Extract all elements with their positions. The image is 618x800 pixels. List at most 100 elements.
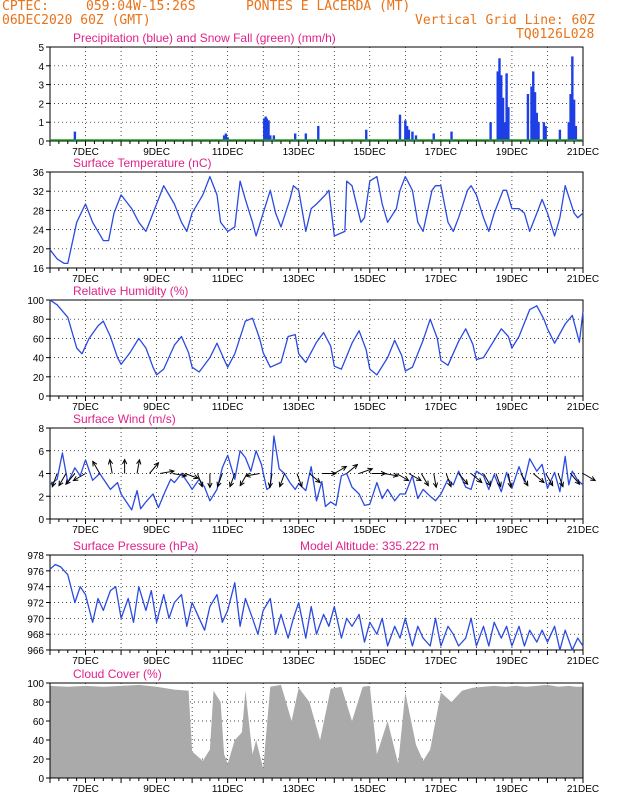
wind-arrow-head: [267, 482, 273, 489]
y-tick-label: 36: [33, 168, 45, 179]
precip-bar: [265, 118, 268, 141]
precip-bar: [567, 122, 570, 141]
wind-arrow: [149, 462, 159, 474]
x-tick-label: 21DEC: [567, 656, 599, 667]
precip-bar: [73, 131, 77, 141]
panel-frame: [49, 171, 584, 269]
y-tick-label: 974: [27, 583, 44, 594]
series-line: [49, 563, 584, 651]
y-tick-label: 972: [27, 599, 44, 610]
x-tick-label: 7DEC: [72, 402, 99, 413]
wind-arrow-head: [574, 479, 581, 486]
wind-arrow: [217, 473, 223, 487]
y-tick-label: 80: [33, 315, 45, 326]
x-tick-label: 13DEC: [283, 525, 315, 536]
wind-arrow-head: [476, 477, 483, 484]
y-tick-label: 40: [33, 354, 45, 365]
wind-arrow: [545, 473, 554, 486]
wind-arrow-head: [496, 481, 502, 488]
precip-bar: [293, 133, 297, 141]
wind-arrow-head: [447, 481, 452, 488]
precip-bar: [558, 129, 562, 141]
wind-arrow: [160, 470, 175, 474]
y-tick-label: 100: [27, 679, 44, 690]
x-tick-label: 19DEC: [496, 274, 528, 285]
wind-arrow: [383, 473, 398, 477]
wind-arrow: [65, 473, 76, 485]
wind-arrow: [296, 473, 303, 487]
wind-arrow: [408, 473, 422, 481]
x-tick-label: 17DEC: [425, 402, 457, 413]
x-tick-label: 19DEC: [496, 784, 528, 795]
y-tick-label: 5: [38, 43, 44, 54]
x-tick-label: 17DEC: [425, 656, 457, 667]
precip-bar: [272, 135, 276, 141]
x-tick-label: 17DEC: [425, 147, 457, 158]
y-tick-label: 0: [38, 137, 44, 148]
wind-arrow-head: [315, 477, 321, 484]
wind-arrow-head: [153, 461, 160, 468]
y-tick-label: 4: [38, 62, 44, 73]
wind-arrow-head: [228, 481, 234, 488]
wind-arrow: [495, 473, 502, 487]
y-tick-label: 20: [33, 755, 45, 766]
wind-arrow-head: [168, 469, 176, 475]
series-line: [49, 435, 584, 511]
wind-arrow: [73, 473, 86, 481]
precip-bar: [450, 131, 453, 141]
wind-arrow-head: [331, 470, 337, 477]
x-tick-label: 19DEC: [496, 525, 528, 536]
panel-title: Precipitation (blue) and Snow Fall (gree…: [73, 31, 336, 45]
y-tick-label: 0: [38, 515, 44, 526]
wind-arrow-head: [198, 481, 204, 488]
wind-arrow-head: [136, 458, 142, 465]
x-tick-label: 7DEC: [72, 784, 99, 795]
precip-bar: [411, 131, 414, 141]
y-tick-label: 2: [38, 492, 44, 503]
x-tick-label: 17DEC: [425, 525, 457, 536]
x-tick-label: 7DEC: [72, 274, 99, 285]
y-tick-label: 1: [38, 118, 44, 129]
precip-bar: [304, 133, 308, 141]
wind-arrow: [532, 473, 545, 483]
precip-bar: [317, 125, 320, 141]
wind-arrow: [458, 473, 469, 485]
y-tick-label: 6: [38, 447, 44, 458]
panel-title: Surface Wind (m/s): [73, 412, 176, 426]
header-model-code: TQ0126L028: [516, 27, 595, 42]
panel-frame-overlay: [49, 682, 584, 779]
wind-arrow: [229, 473, 236, 487]
wind-arrow: [570, 473, 580, 485]
precip-bar: [405, 125, 409, 141]
wind-arrow: [396, 473, 409, 481]
y-tick-label: 3: [38, 81, 44, 92]
x-tick-label: 21DEC: [567, 147, 599, 158]
precip-bar: [530, 86, 533, 141]
precip-bar: [432, 133, 435, 141]
wind-arrow-head: [107, 458, 114, 465]
wind-arrow-head: [297, 481, 303, 488]
x-tick-label: 11DEC: [212, 525, 244, 536]
wind-arrow: [172, 473, 187, 477]
y-tick-label: 28: [33, 206, 45, 217]
y-tick-label: 40: [33, 736, 45, 747]
x-tick-label: 11DEC: [212, 402, 244, 413]
wind-arrow: [433, 473, 437, 488]
header-place: PONTES E LACERDA (MT): [246, 0, 411, 14]
precip-bar: [269, 135, 272, 141]
wind-arrow-head: [72, 476, 79, 482]
cloud-cover-area: [50, 684, 583, 778]
wind-arrow-head: [352, 463, 359, 470]
precip-bar: [569, 94, 572, 141]
wind-arrow: [346, 464, 358, 474]
x-tick-label: 9DEC: [143, 525, 170, 536]
y-tick-label: 8: [38, 424, 44, 435]
wind-arrow-head: [51, 481, 57, 488]
x-tick-label: 15DEC: [354, 274, 386, 285]
x-tick-label: 19DEC: [496, 656, 528, 667]
precip-bar: [535, 112, 539, 141]
x-tick-label: 19DEC: [496, 402, 528, 413]
precip-bar: [407, 129, 411, 141]
x-tick-label: 17DEC: [425, 274, 457, 285]
